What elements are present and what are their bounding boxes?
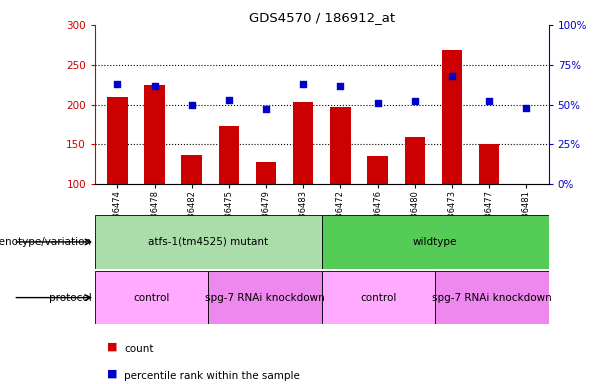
Bar [322,271,435,324]
Text: ■: ■ [107,368,118,378]
Text: wildtype: wildtype [413,237,457,247]
Bar [256,162,276,184]
Point [447,73,457,79]
Text: spg-7 RNAi knockdown: spg-7 RNAi knockdown [432,293,552,303]
Text: ■: ■ [107,341,118,351]
Text: atfs-1(tm4525) mutant: atfs-1(tm4525) mutant [148,237,268,247]
Text: spg-7 RNAi knockdown: spg-7 RNAi knockdown [205,293,325,303]
Bar [330,107,351,184]
Bar [208,271,322,324]
Bar [479,144,500,184]
Point [261,106,271,113]
Point [299,81,308,87]
Point [335,83,345,89]
Bar [95,215,322,269]
Title: GDS4570 / 186912_at: GDS4570 / 186912_at [249,11,395,24]
Bar [144,85,165,184]
Bar [435,271,549,324]
Point [150,83,159,89]
Bar [322,215,549,269]
Text: count: count [124,344,154,354]
Bar [405,137,425,184]
Text: genotype/variation: genotype/variation [0,237,92,247]
Bar [107,97,128,184]
Bar [293,102,313,184]
Point [522,105,531,111]
Point [410,98,420,104]
Point [373,100,383,106]
Bar [95,271,208,324]
Bar [442,50,462,184]
Point [484,98,494,104]
Bar [181,155,202,184]
Text: percentile rank within the sample: percentile rank within the sample [124,371,300,381]
Point [112,81,122,87]
Point [187,101,197,108]
Text: control: control [134,293,170,303]
Text: control: control [360,293,397,303]
Bar [219,126,239,184]
Bar [367,156,388,184]
Point [224,97,234,103]
Text: protocol: protocol [49,293,92,303]
